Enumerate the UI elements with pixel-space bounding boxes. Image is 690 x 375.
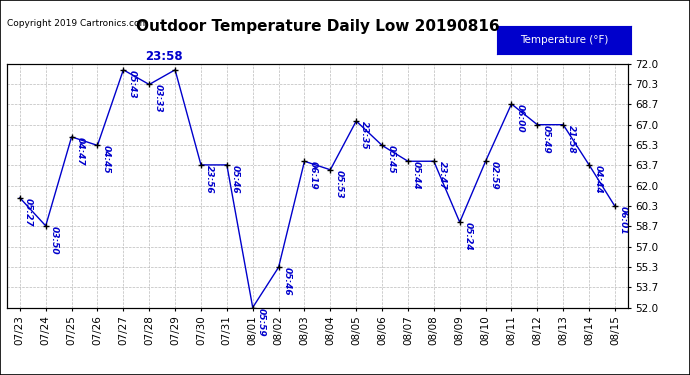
Text: 06:01: 06:01 xyxy=(619,206,628,235)
Text: 23:47: 23:47 xyxy=(438,161,447,190)
Text: 04:47: 04:47 xyxy=(76,137,85,165)
Text: 06:19: 06:19 xyxy=(308,161,317,190)
Text: 03:33: 03:33 xyxy=(153,84,162,113)
Text: 05:46: 05:46 xyxy=(231,165,240,194)
Text: Outdoor Temperature Daily Low 20190816: Outdoor Temperature Daily Low 20190816 xyxy=(136,19,499,34)
Text: 05:43: 05:43 xyxy=(128,70,137,99)
Text: 23:56: 23:56 xyxy=(205,165,214,194)
Text: 21:58: 21:58 xyxy=(567,124,576,153)
Text: 03:50: 03:50 xyxy=(50,226,59,255)
Text: Temperature (°F): Temperature (°F) xyxy=(520,35,609,45)
Text: 06:00: 06:00 xyxy=(515,104,524,133)
Text: 23:58: 23:58 xyxy=(145,50,183,63)
Text: 05:27: 05:27 xyxy=(24,198,33,226)
Text: 05:49: 05:49 xyxy=(542,124,551,153)
Text: 04:45: 04:45 xyxy=(101,146,110,174)
Text: 02:59: 02:59 xyxy=(490,161,499,190)
Text: 04:44: 04:44 xyxy=(593,165,602,194)
Text: Copyright 2019 Cartronics.com: Copyright 2019 Cartronics.com xyxy=(7,19,148,28)
Text: 05:53: 05:53 xyxy=(335,170,344,198)
Text: 05:59: 05:59 xyxy=(257,308,266,336)
Text: 05:45: 05:45 xyxy=(386,146,395,174)
Text: 05:24: 05:24 xyxy=(464,222,473,251)
Text: 05:46: 05:46 xyxy=(283,267,292,296)
Text: 05:44: 05:44 xyxy=(412,161,421,190)
Text: 23:35: 23:35 xyxy=(360,121,369,150)
